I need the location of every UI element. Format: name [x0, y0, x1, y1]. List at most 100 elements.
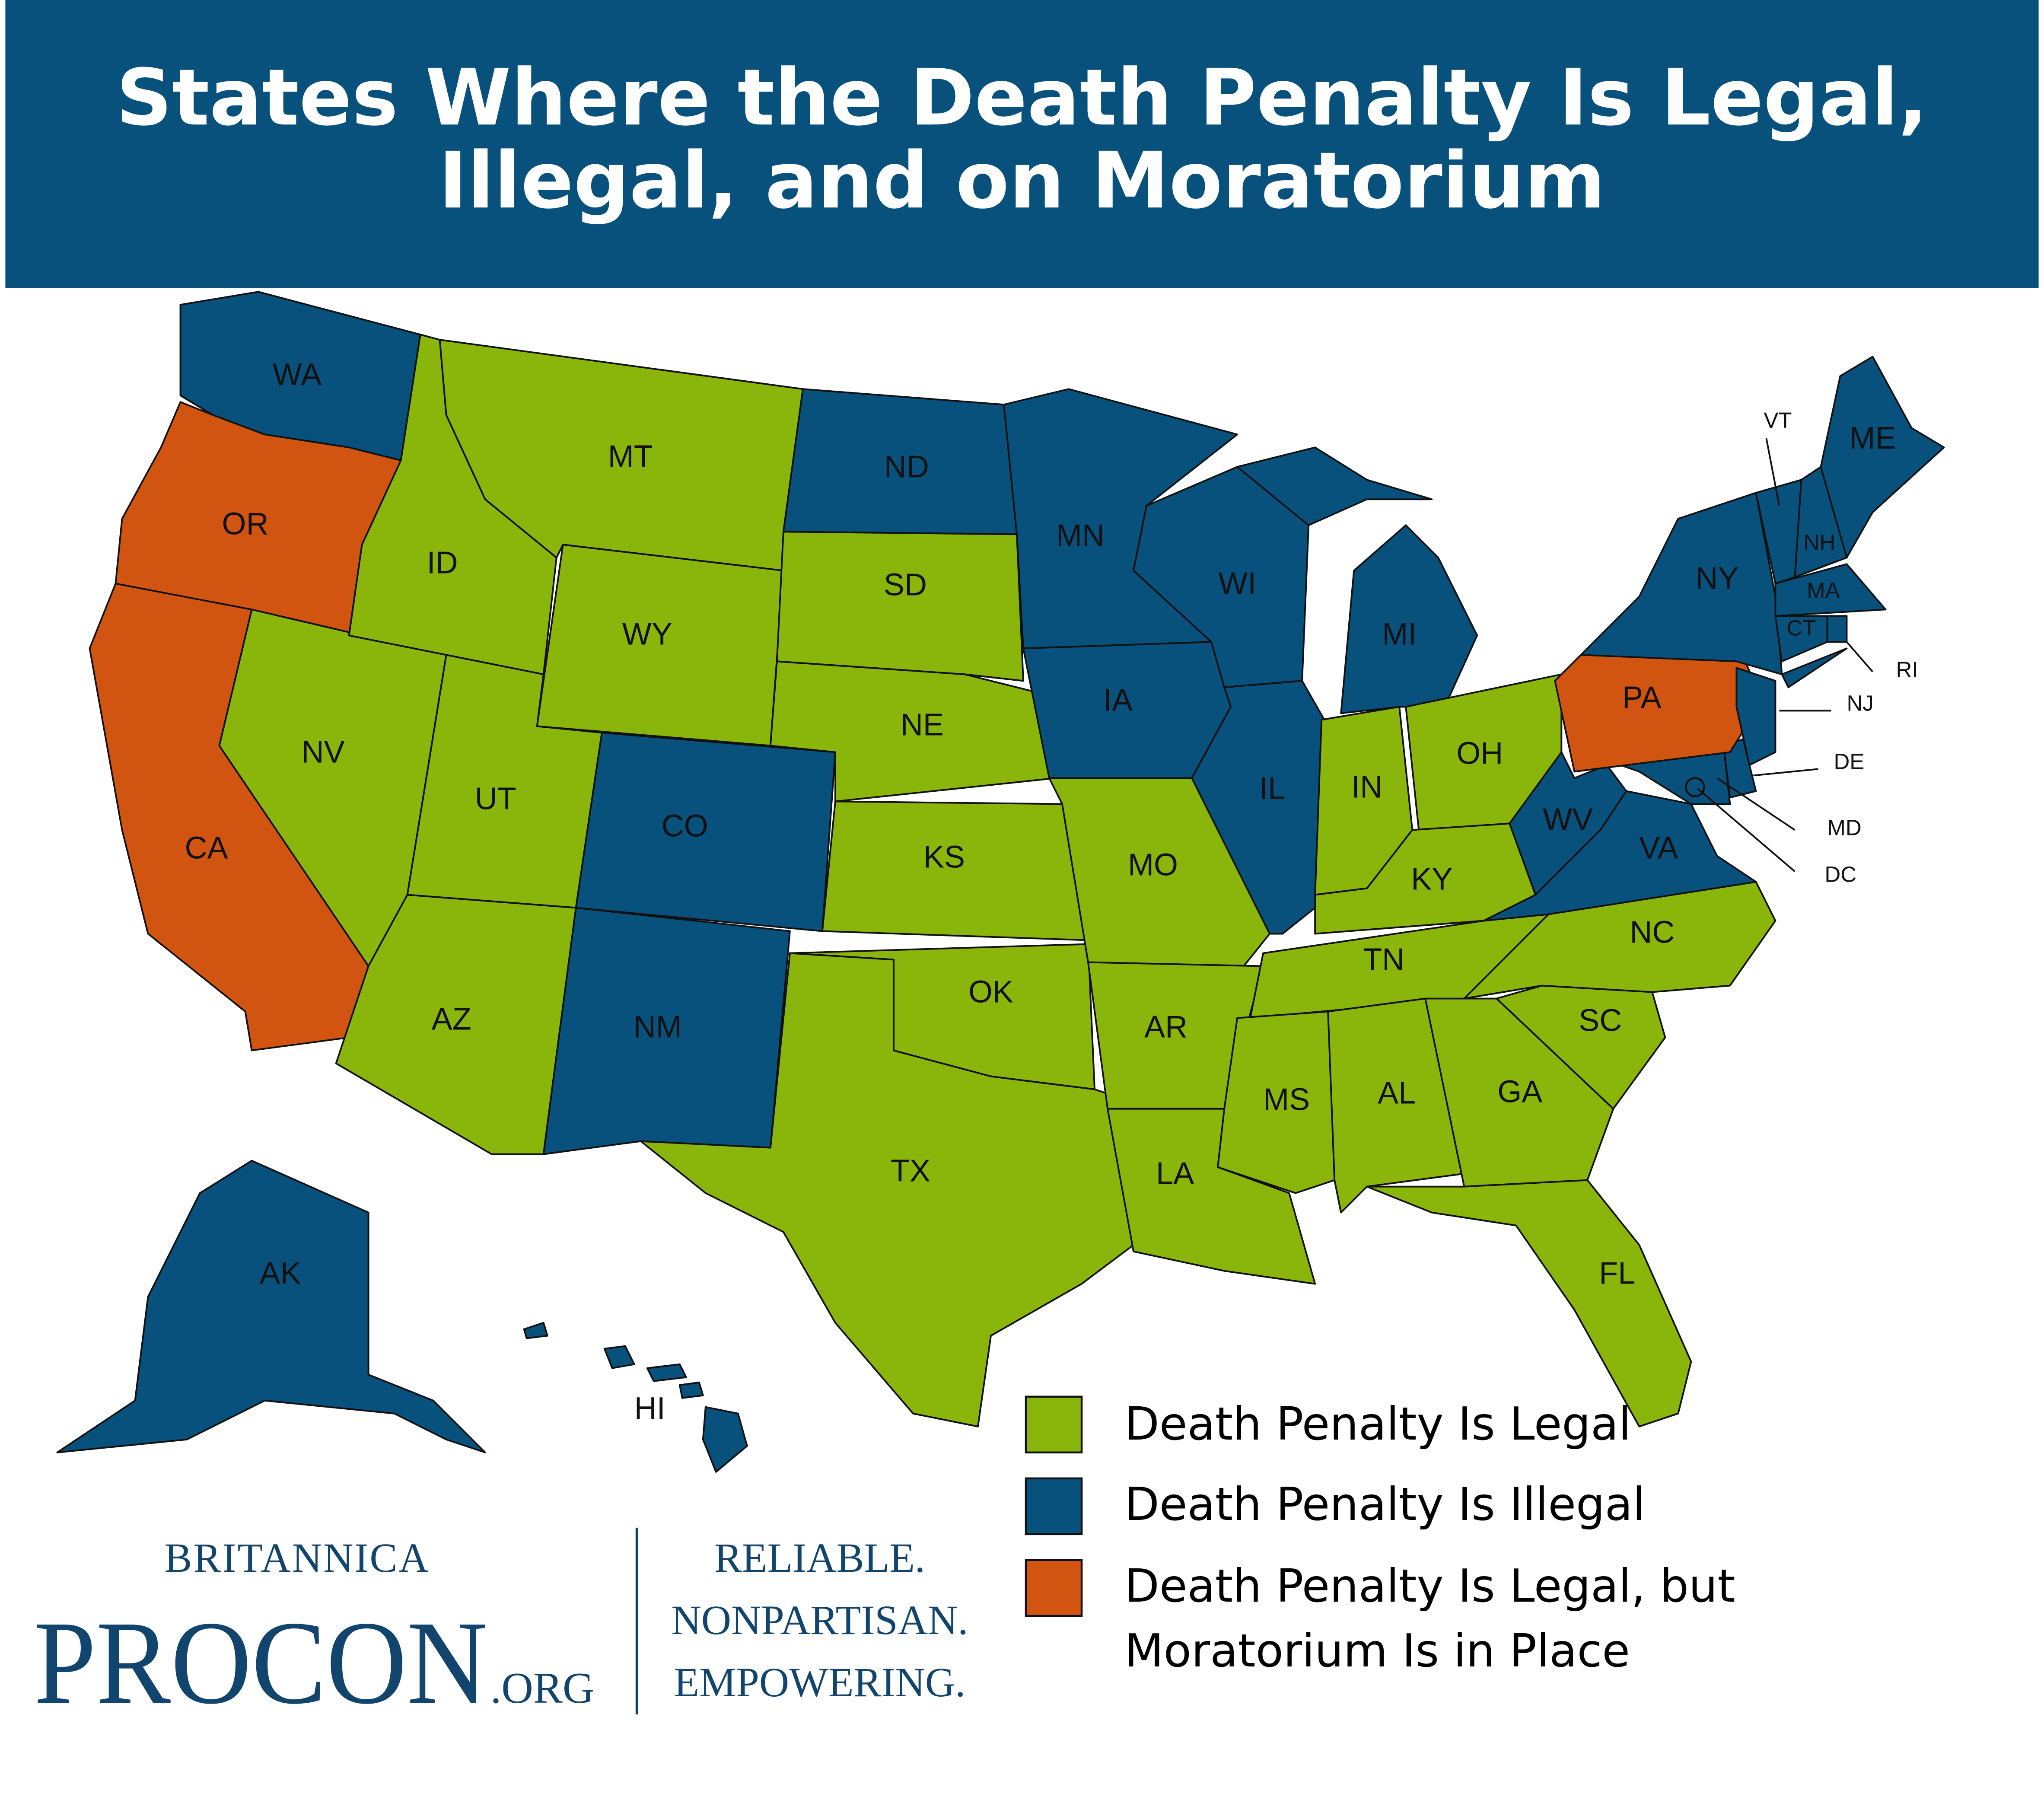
callout-line	[1716, 777, 1796, 831]
state-label-il: IL	[1259, 771, 1285, 806]
state-shape-ne	[769, 660, 1057, 803]
state-label-dc: DC	[1824, 862, 1856, 886]
state-label-id: ID	[427, 545, 458, 580]
state-label-or: OR	[222, 507, 269, 541]
state-label-nh: NH	[1804, 530, 1836, 554]
state-label-wy: WY	[622, 617, 672, 651]
state-label-sc: SC	[1579, 1004, 1622, 1038]
state-labels: WA OR CA NV ID MT WY UT CO AZ NM ND SD NE KS OK TX MN IA MO…	[185, 357, 1918, 1426]
state-label-ri: RI	[1896, 657, 1918, 682]
legend-label-illegal: Death Penalty Is Illegal	[1124, 1478, 1645, 1531]
state-label-nm: NM	[634, 1010, 682, 1045]
state-dc	[1685, 777, 1705, 797]
title-line-2: Illegal, and on Moratorium	[439, 136, 1605, 226]
state-shape-sc	[1496, 984, 1666, 1110]
state-shape-sd	[776, 531, 1024, 682]
header-banner	[5, 0, 2039, 288]
state-label-nd: ND	[884, 449, 929, 484]
state-label-la: LA	[1156, 1156, 1194, 1191]
state-shape-hi	[702, 1406, 748, 1473]
legend-swatch-legal	[1025, 1395, 1083, 1454]
state-sd	[776, 531, 1024, 682]
state-label-fl: FL	[1599, 1256, 1635, 1291]
state-ak	[56, 1160, 486, 1453]
logo-tagline-empowering: EMPOWERING.	[674, 1659, 966, 1705]
state-label-co: CO	[662, 809, 708, 843]
state-label-va: VA	[1639, 831, 1678, 865]
state-label-ak: AK	[260, 1256, 301, 1291]
state-shape-fl	[1366, 1179, 1692, 1427]
state-label-nv: NV	[302, 735, 345, 769]
state-label-mi: MI	[1382, 617, 1417, 651]
state-label-ma: MA	[1807, 578, 1840, 602]
callout-line	[1753, 768, 1818, 777]
state-label-mt: MT	[608, 439, 653, 474]
legend-label-moratorium-line-1: Death Penalty Is Legal, but	[1124, 1560, 1735, 1612]
state-shape-ma	[1774, 563, 1887, 617]
state-label-ca: CA	[185, 831, 228, 865]
state-ga	[1424, 997, 1614, 1188]
legend-swatch-moratorium	[1025, 1559, 1083, 1617]
state-shape-me	[1820, 356, 1945, 559]
state-shape-ak	[56, 1160, 486, 1453]
state-label-ga: GA	[1497, 1075, 1542, 1109]
state-callouts	[1697, 438, 1873, 872]
state-label-mo: MO	[1128, 847, 1178, 882]
state-il	[1191, 680, 1329, 935]
state-shape-nj	[1735, 667, 1777, 766]
state-shape-mi	[1236, 446, 1433, 526]
state-me	[1820, 356, 1945, 559]
logo-britannica: BRITANNICA	[164, 1535, 430, 1581]
state-shape-ga	[1424, 997, 1614, 1188]
state-hi	[523, 1322, 748, 1473]
state-label-ne: NE	[901, 707, 944, 742]
logo-procon: PROCON	[34, 1596, 487, 1729]
state-label-pa: PA	[1622, 680, 1662, 715]
state-label-oh: OH	[1456, 736, 1503, 771]
logo-org: .ORG	[490, 1664, 595, 1713]
state-label-ok: OK	[968, 975, 1013, 1010]
state-shape-hi	[523, 1322, 548, 1339]
state-shape-wv	[1509, 751, 1627, 896]
state-mi	[1236, 446, 1478, 714]
state-label-az: AZ	[432, 1002, 471, 1037]
state-fl	[1366, 1179, 1692, 1427]
state-label-hi: HI	[634, 1391, 665, 1426]
dc-marker	[1685, 777, 1705, 797]
state-label-vt: VT	[1764, 408, 1792, 433]
state-label-wa: WA	[273, 357, 322, 392]
state-tx	[640, 952, 1135, 1427]
state-shape-hi	[646, 1363, 687, 1382]
state-sc	[1496, 984, 1666, 1110]
state-label-ms: MS	[1263, 1083, 1310, 1117]
state-wv	[1509, 751, 1627, 896]
state-label-me: ME	[1849, 421, 1896, 456]
state-label-tn: TN	[1363, 943, 1404, 977]
state-label-ny: NY	[1695, 561, 1738, 596]
state-ne	[769, 660, 1057, 803]
logo-tagline-nonpartisan: NONPARTISAN.	[671, 1597, 968, 1643]
state-ma	[1774, 563, 1887, 617]
state-label-wv: WV	[1543, 802, 1593, 837]
state-ny	[1580, 492, 1848, 688]
state-shape-hi	[678, 1381, 704, 1399]
state-shape-tx	[640, 952, 1135, 1427]
state-label-ct: CT	[1786, 615, 1816, 640]
state-shape-ri	[1826, 615, 1848, 643]
state-label-in: IN	[1351, 770, 1382, 804]
state-label-ia: IA	[1103, 683, 1133, 717]
us-states-map	[56, 291, 1945, 1473]
legend-label-moratorium-line-2: Moratorium Is in Place	[1124, 1625, 1630, 1677]
state-label-mn: MN	[1056, 518, 1105, 553]
state-label-al: AL	[1378, 1076, 1416, 1111]
state-label-sd: SD	[884, 567, 927, 602]
logo-tagline-reliable: RELIABLE.	[714, 1535, 925, 1581]
state-label-tx: TX	[891, 1154, 930, 1188]
state-label-ut: UT	[475, 781, 516, 816]
state-shape-il	[1191, 680, 1329, 935]
callout-line	[1846, 641, 1873, 672]
legend-label-legal: Death Penalty Is Legal	[1124, 1398, 1631, 1450]
state-label-nj: NJ	[1847, 691, 1873, 715]
legend: Death Penalty Is Legal Death Penalty Is …	[1025, 1395, 1735, 1677]
